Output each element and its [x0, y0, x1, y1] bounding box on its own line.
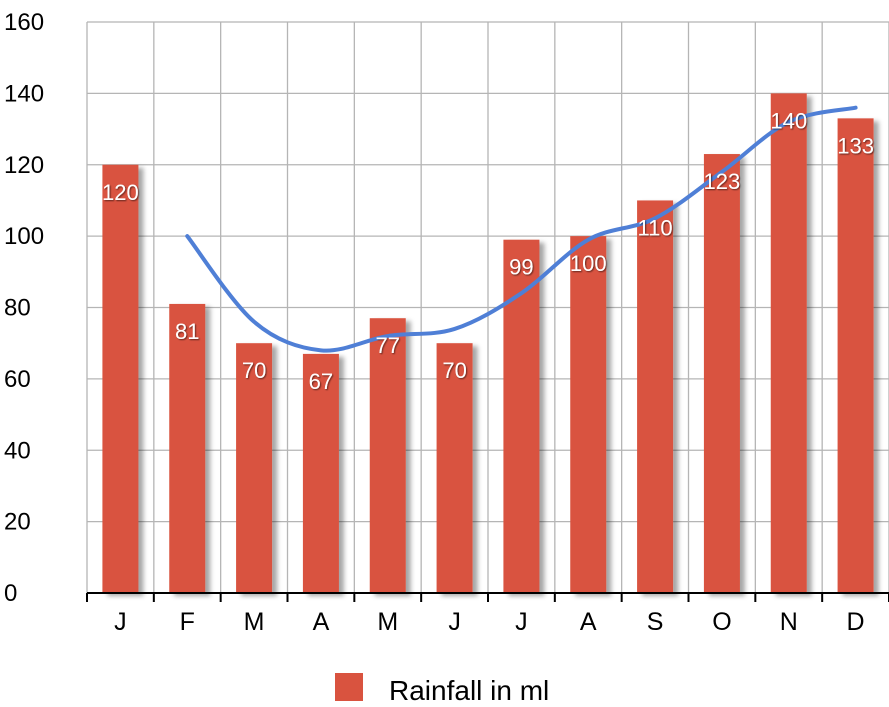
legend-swatch	[335, 673, 363, 701]
y-tick-label: 120	[4, 152, 44, 179]
x-tick-label: F	[180, 608, 195, 636]
x-tick-label: A	[313, 608, 330, 636]
bar	[570, 236, 607, 593]
bar-value-label: 100	[570, 251, 607, 276]
x-tick-label: S	[647, 608, 664, 636]
y-tick-label: 20	[4, 509, 31, 536]
y-tick-label: 40	[4, 437, 31, 464]
x-tick-label: M	[244, 608, 265, 636]
bar	[236, 343, 273, 593]
y-tick-label: 140	[4, 80, 44, 107]
y-tick-label: 60	[4, 366, 31, 393]
bar-value-label: 133	[837, 133, 874, 158]
bar	[302, 353, 339, 593]
x-tick-label: J	[515, 608, 528, 636]
x-tick-label: O	[712, 608, 731, 636]
bar-value-label: 99	[509, 255, 533, 280]
x-tick-label: J	[114, 608, 127, 636]
legend: Rainfall in ml	[335, 673, 549, 706]
bars	[102, 93, 874, 593]
bar	[703, 154, 740, 593]
bar-value-label: 120	[102, 180, 139, 205]
bar	[837, 118, 874, 593]
bar-value-label: 140	[770, 108, 807, 133]
bar	[369, 318, 406, 593]
bar-value-label: 77	[376, 333, 400, 358]
x-tick-label: N	[780, 608, 798, 636]
trend-line	[185, 105, 858, 353]
y-axis: 0 20 40 60 80 100 120 140 160	[4, 9, 44, 607]
trend-line-layer	[185, 105, 858, 353]
x-tick-label: J	[448, 608, 461, 636]
legend-label: Rainfall in ml	[389, 675, 549, 702]
x-tick-label: M	[377, 608, 398, 636]
bar	[102, 164, 139, 593]
bar-value-label: 110	[638, 215, 673, 240]
y-tick-label: 160	[4, 9, 44, 36]
bar-value-label: 81	[175, 319, 199, 344]
bar	[770, 93, 807, 593]
bar-value-label: 67	[309, 369, 333, 394]
bar-value-label: 70	[442, 358, 466, 383]
bar	[637, 200, 674, 593]
y-tick-label: 80	[4, 295, 31, 322]
bar	[436, 343, 473, 593]
y-tick-label: 0	[4, 580, 17, 607]
bar-value-label: 70	[242, 358, 266, 383]
x-tick-label: A	[580, 608, 597, 636]
grid-lines	[86, 21, 889, 593]
bar	[503, 239, 540, 593]
bar-value-label: 123	[704, 169, 741, 194]
x-tick-label: D	[847, 608, 865, 636]
bar	[169, 303, 206, 593]
bar-value-labels: 120 81 70 67 77 70 99 100 110 123 140 133	[102, 108, 874, 394]
y-tick-label: 100	[4, 223, 44, 250]
